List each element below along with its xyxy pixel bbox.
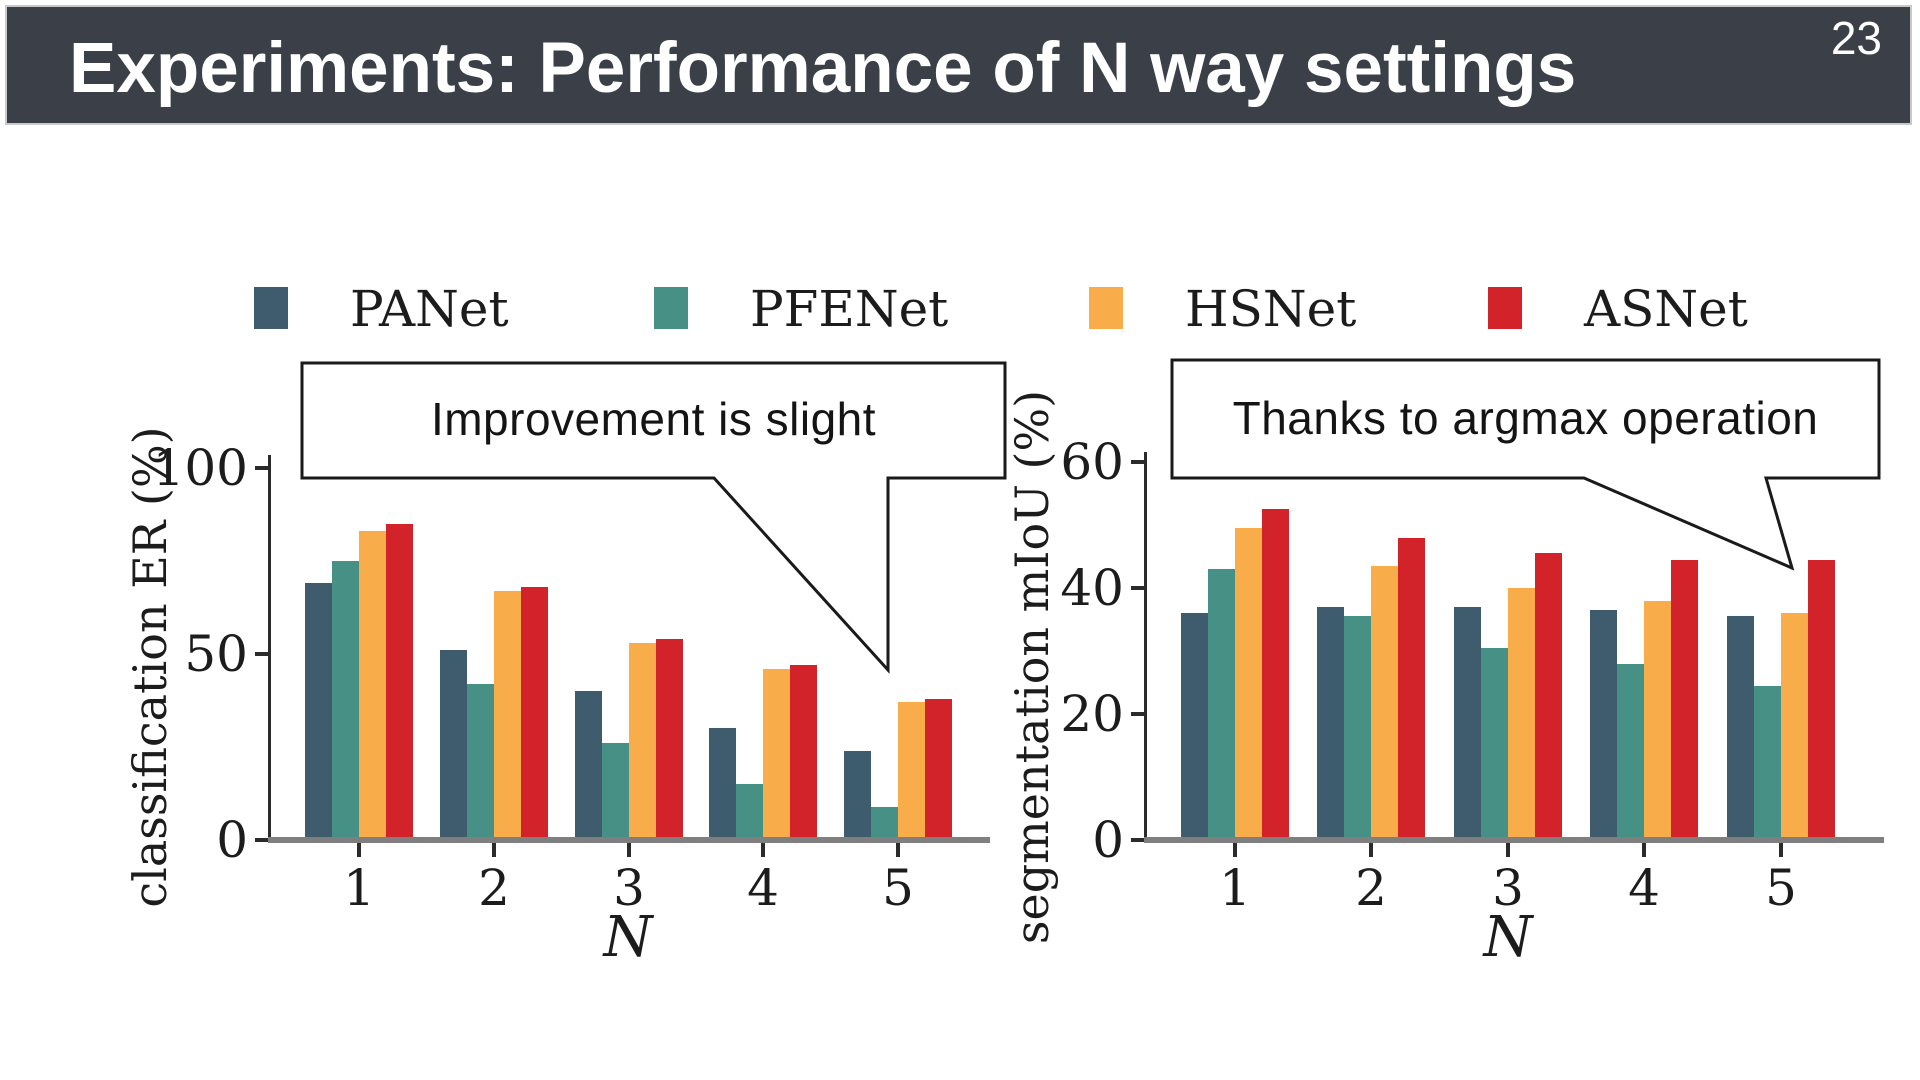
legend-swatch-hsnet: [1089, 287, 1123, 329]
x-tick-mark: [357, 843, 361, 857]
bar-pfenet-n1: [1208, 569, 1235, 840]
bar-panet-n4: [1590, 610, 1617, 840]
bar-asnet-n3: [656, 639, 683, 840]
y-axis-line: [1144, 452, 1147, 840]
bar-panet-n2: [440, 650, 467, 840]
y-tick-mark: [255, 466, 270, 470]
y-tick-label: 0: [216, 811, 248, 869]
y-tick-label: 100: [152, 439, 248, 497]
x-tick-label: 2: [478, 859, 510, 917]
bar-hsnet-n1: [359, 531, 386, 840]
bar-panet-n3: [1454, 607, 1481, 840]
x-tick-label: 3: [1492, 859, 1524, 917]
y-tick-label: 40: [1060, 559, 1124, 617]
x-tick-mark: [627, 843, 631, 857]
bar-panet-n1: [1181, 613, 1208, 840]
y-tick-label: 60: [1060, 433, 1124, 491]
x-axis-line: [268, 837, 990, 843]
bar-pfenet-n2: [467, 684, 494, 840]
bar-pfenet-n3: [1481, 648, 1508, 840]
bar-hsnet-n3: [1508, 588, 1535, 840]
y-tick-label: 0: [1092, 811, 1124, 869]
bar-asnet-n5: [925, 699, 952, 840]
bar-panet-n5: [1727, 616, 1754, 840]
bar-pfenet-n5: [871, 807, 898, 840]
y-tick-mark: [255, 838, 270, 842]
y-tick-mark: [1131, 712, 1146, 716]
bar-pfenet-n1: [332, 561, 359, 840]
y-tick-mark: [1131, 586, 1146, 590]
x-tick-label: 1: [343, 859, 375, 917]
x-axis-label-left: N: [603, 905, 653, 970]
bar-asnet-n3: [1535, 553, 1562, 840]
x-tick-label: 5: [1765, 859, 1797, 917]
bar-pfenet-n3: [602, 743, 629, 840]
bar-hsnet-n2: [1371, 566, 1398, 840]
bar-asnet-n5: [1808, 560, 1835, 840]
legend-label: PANet: [350, 280, 509, 338]
x-tick-label: 2: [1355, 859, 1387, 917]
bar-hsnet-n2: [494, 591, 521, 840]
callout-bubble-right-shape: [1170, 358, 1881, 571]
legend-swatch-pfenet: [654, 287, 688, 329]
bar-hsnet-n3: [629, 643, 656, 840]
x-tick-label: 1: [1219, 859, 1251, 917]
bar-panet-n3: [575, 691, 602, 840]
x-axis-line: [1144, 837, 1884, 843]
slide-page-number: 23: [1830, 12, 1882, 64]
bar-asnet-n1: [386, 524, 413, 840]
bar-panet-n5: [844, 751, 871, 840]
x-tick-mark: [761, 843, 765, 857]
y-tick-label: 50: [184, 625, 248, 683]
x-tick-mark: [492, 843, 496, 857]
bar-hsnet-n4: [763, 669, 790, 840]
legend-swatch-panet: [254, 287, 288, 329]
bar-panet-n2: [1317, 607, 1344, 840]
bar-asnet-n4: [790, 665, 817, 840]
x-tick-mark: [896, 843, 900, 857]
bar-asnet-n4: [1671, 560, 1698, 840]
slide-header: Experiments: Performance of N way settin…: [5, 5, 1912, 125]
callout-text-right: Thanks to argmax operation: [1232, 391, 1819, 444]
bar-asnet-n2: [1398, 538, 1425, 840]
y-tick-label: 20: [1060, 685, 1124, 743]
bar-asnet-n2: [521, 587, 548, 840]
bar-hsnet-n4: [1644, 601, 1671, 840]
callout-bubble-left-shape: [300, 361, 1007, 674]
bar-pfenet-n2: [1344, 616, 1371, 840]
x-tick-mark: [1233, 843, 1237, 857]
bar-hsnet-n5: [1781, 613, 1808, 840]
callout-text-left: Improvement is slight: [430, 393, 877, 445]
bar-pfenet-n4: [1617, 664, 1644, 840]
bar-pfenet-n5: [1754, 686, 1781, 840]
y-axis-line: [268, 455, 271, 840]
x-tick-label: 3: [613, 859, 645, 917]
x-tick-mark: [1506, 843, 1510, 857]
x-tick-mark: [1369, 843, 1373, 857]
x-tick-label: 5: [882, 859, 914, 917]
bar-pfenet-n4: [736, 784, 763, 840]
legend-swatch-asnet: [1488, 287, 1522, 329]
x-axis-label-right: N: [1483, 905, 1533, 970]
x-tick-label: 4: [1628, 859, 1660, 917]
x-tick-mark: [1642, 843, 1646, 857]
legend-label: ASNet: [1584, 280, 1748, 338]
bar-panet-n1: [305, 583, 332, 840]
x-tick-mark: [1779, 843, 1783, 857]
y-tick-mark: [1131, 460, 1146, 464]
bar-hsnet-n5: [898, 702, 925, 840]
y-tick-mark: [1131, 838, 1146, 842]
bar-panet-n4: [709, 728, 736, 840]
bar-asnet-n1: [1262, 509, 1289, 840]
bar-hsnet-n1: [1235, 528, 1262, 840]
legend-label: HSNet: [1185, 280, 1357, 338]
legend-label: PFENet: [750, 280, 949, 338]
slide-title: Experiments: Performance of N way settin…: [69, 29, 1577, 108]
y-tick-mark: [255, 652, 270, 656]
x-tick-label: 4: [747, 859, 779, 917]
